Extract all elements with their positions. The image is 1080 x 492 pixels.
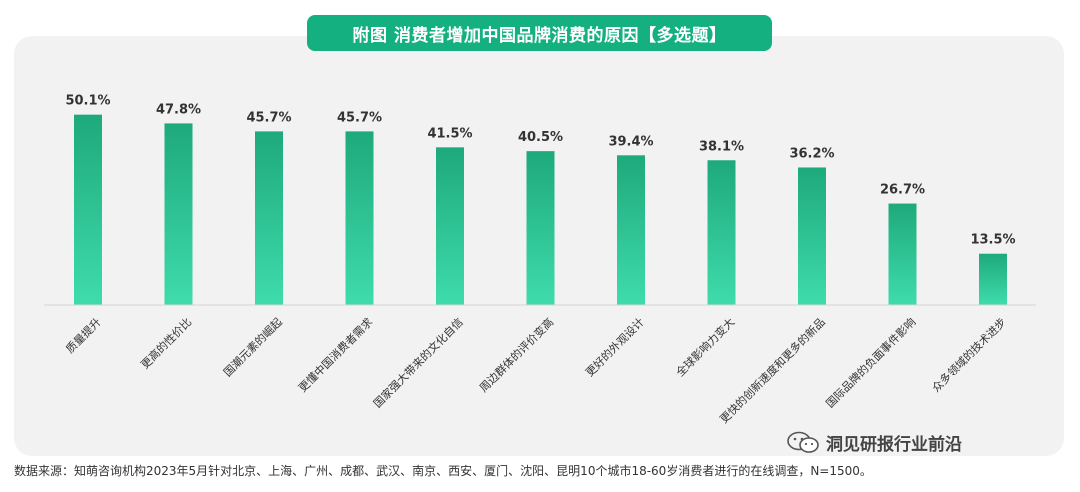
bar [164,123,193,305]
data-source-note: 数据来源：知萌咨询机构2023年5月针对北京、上海、广州、成都、武汉、南京、西安… [14,464,872,478]
category-label: 国潮元素的崛起 [220,315,284,379]
category-label: 国家强大带来的文化自信 [370,315,465,410]
brand-name: 洞见研报行业前沿 [826,434,962,455]
bar [979,253,1007,305]
value-label: 45.7% [337,110,382,125]
bar [798,167,826,305]
value-label: 50.1% [65,94,110,109]
value-label: 26.7% [880,183,925,198]
category-label: 更懂中国消费者需求 [295,315,375,395]
value-label: 39.4% [608,134,653,149]
category-label: 更好的外观设计 [582,315,646,379]
category-label: 周边群体的评价变高 [476,315,556,395]
wechat-icon [787,431,819,453]
bar [255,131,283,305]
category-label: 更快的创新速度和更多的新品 [717,315,828,426]
value-label: 47.8% [156,102,201,117]
value-label: 38.1% [699,139,744,154]
category-label: 国际品牌的负面事件影响 [823,315,918,410]
brand-watermark: 洞见研报行业前沿 [786,430,962,455]
category-label: 全球影响力变大 [673,315,737,379]
bar [707,160,736,305]
bar [617,155,645,305]
category-label: 更高的性价比 [138,315,195,372]
value-label: 40.5% [518,130,563,145]
bar [526,151,555,305]
category-label: 众多领域的技术进步 [929,315,1009,395]
value-label: 41.5% [427,126,472,141]
bar [74,114,102,305]
value-label: 13.5% [970,233,1015,248]
chart-title: 附图 消费者增加中国品牌消费的原因【多选题】 [307,15,772,51]
value-label: 45.7% [246,110,291,125]
bar [888,203,917,305]
bar [436,147,464,305]
bar [345,131,374,305]
value-label: 36.2% [789,146,834,161]
category-label: 质量提升 [63,316,103,356]
